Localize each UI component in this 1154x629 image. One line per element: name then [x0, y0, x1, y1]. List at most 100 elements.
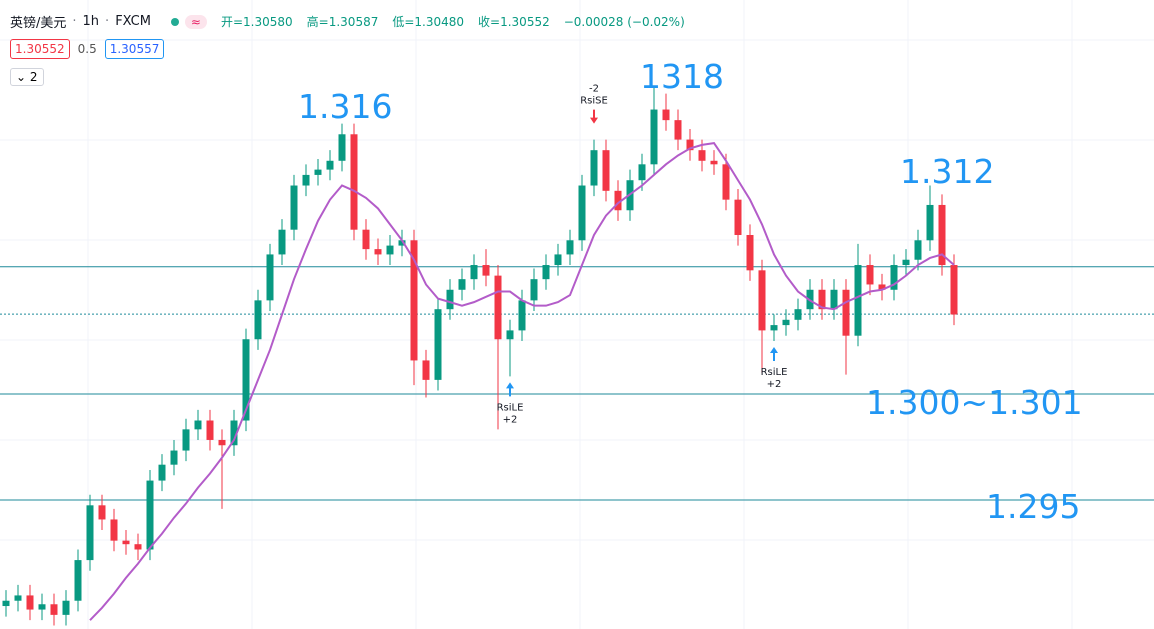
candle-body — [854, 265, 862, 336]
candle-body — [146, 480, 154, 550]
candle-body — [902, 259, 910, 266]
candle-body — [554, 254, 562, 266]
candle-body — [362, 229, 370, 250]
candle-body — [194, 420, 202, 430]
signal-arrow — [770, 347, 778, 362]
candle-body — [86, 505, 94, 561]
candle-body — [242, 339, 250, 421]
signal-label: RsiLE — [761, 367, 788, 378]
signal-qty: +2 — [767, 379, 782, 390]
candle-body — [350, 134, 358, 230]
candle-body — [782, 319, 790, 326]
signal-arrow — [506, 382, 514, 397]
candle-body — [470, 265, 478, 280]
candle-body — [422, 360, 430, 380]
candle-body — [458, 279, 466, 290]
annotation: 1.316 — [298, 87, 392, 126]
indicator-toggle[interactable]: ⌄ 2 — [10, 68, 44, 86]
candle-body — [866, 265, 874, 285]
annotation: 1.300~1.301 — [866, 383, 1083, 422]
candle-body — [302, 174, 310, 186]
candle-body — [950, 265, 958, 315]
status-dot — [170, 17, 179, 26]
signal-label: RsiSE — [580, 96, 608, 107]
candle-body — [926, 204, 934, 241]
candle-body — [14, 595, 22, 601]
signal-qty: -2 — [589, 84, 599, 95]
candle-body — [914, 240, 922, 260]
candle-body — [686, 139, 694, 151]
candle-body — [290, 185, 298, 230]
symbol[interactable]: 英镑/美元 — [10, 16, 67, 31]
candle-body — [590, 150, 598, 186]
candle-body — [518, 300, 526, 331]
candle-body — [446, 289, 454, 310]
candle-body — [662, 109, 670, 121]
candle-body — [62, 600, 70, 615]
candle-body — [890, 265, 898, 290]
candle-body — [770, 325, 778, 331]
change: −0.00028 (−0.02%) — [563, 14, 685, 29]
candle-body — [878, 284, 886, 290]
candle-body — [50, 604, 58, 615]
candle-body — [326, 160, 334, 170]
candle-body — [26, 595, 34, 610]
candle-body — [374, 249, 382, 255]
candle-body — [230, 420, 238, 446]
signal-qty: +2 — [503, 414, 518, 425]
candle-body — [278, 229, 286, 255]
candle-body — [410, 240, 418, 361]
candle-body — [710, 160, 718, 165]
candle-body — [530, 279, 538, 301]
candle-body — [734, 199, 742, 235]
source: FXCM — [115, 14, 151, 29]
candle-body — [638, 164, 646, 181]
ohlc-close: 收=1.30552 — [478, 15, 550, 29]
buy-button[interactable]: 1.30557 — [104, 39, 165, 59]
annotation: 1.295 — [986, 487, 1080, 526]
candle-body — [74, 560, 82, 601]
candle-body — [110, 519, 118, 541]
candle-body — [434, 309, 442, 380]
candle-body — [398, 240, 406, 246]
candle-body — [758, 270, 766, 331]
candle-body — [650, 109, 658, 165]
candle-body — [614, 190, 622, 211]
signal-arrow — [590, 109, 598, 124]
candle-body — [494, 275, 502, 340]
candle-body — [182, 429, 190, 451]
candle-body — [134, 544, 142, 550]
signal-label: RsiLE — [497, 402, 524, 413]
ohlc-low: 低=1.30480 — [392, 15, 465, 29]
candle-body — [722, 164, 730, 200]
candle-body — [602, 150, 610, 191]
candle-body — [338, 134, 346, 161]
candle-body — [386, 245, 394, 255]
candle-body — [830, 289, 838, 310]
candle-body — [98, 505, 106, 520]
ohlc-high: 高=1.30587 — [306, 15, 379, 29]
ohlc-open: 开=1.30580 — [220, 15, 293, 29]
candle-body — [842, 289, 850, 336]
candle-body — [158, 464, 166, 481]
candle-body — [506, 330, 514, 340]
candle-body — [482, 265, 490, 276]
interval[interactable]: 1h — [82, 14, 100, 29]
candle-body — [794, 309, 802, 320]
header: 英镑/美元 1h FXCM ≈ 开=1.30580 高=1.30587 低=1.… — [10, 12, 685, 31]
trade-bar: 1.30552 0.5 1.30557 — [10, 39, 165, 59]
candle-body — [266, 254, 274, 301]
candle-body — [746, 234, 754, 271]
sell-button[interactable]: 1.30552 — [10, 39, 70, 59]
candle-body — [674, 120, 682, 140]
candle-body — [938, 204, 946, 266]
candle-body — [698, 150, 706, 161]
candle-body — [254, 300, 262, 340]
compare-icon[interactable]: ≈ — [184, 14, 207, 29]
candle-body — [122, 540, 130, 545]
candle-body — [578, 185, 586, 241]
candle-body — [170, 450, 178, 465]
candle-body — [542, 265, 550, 280]
